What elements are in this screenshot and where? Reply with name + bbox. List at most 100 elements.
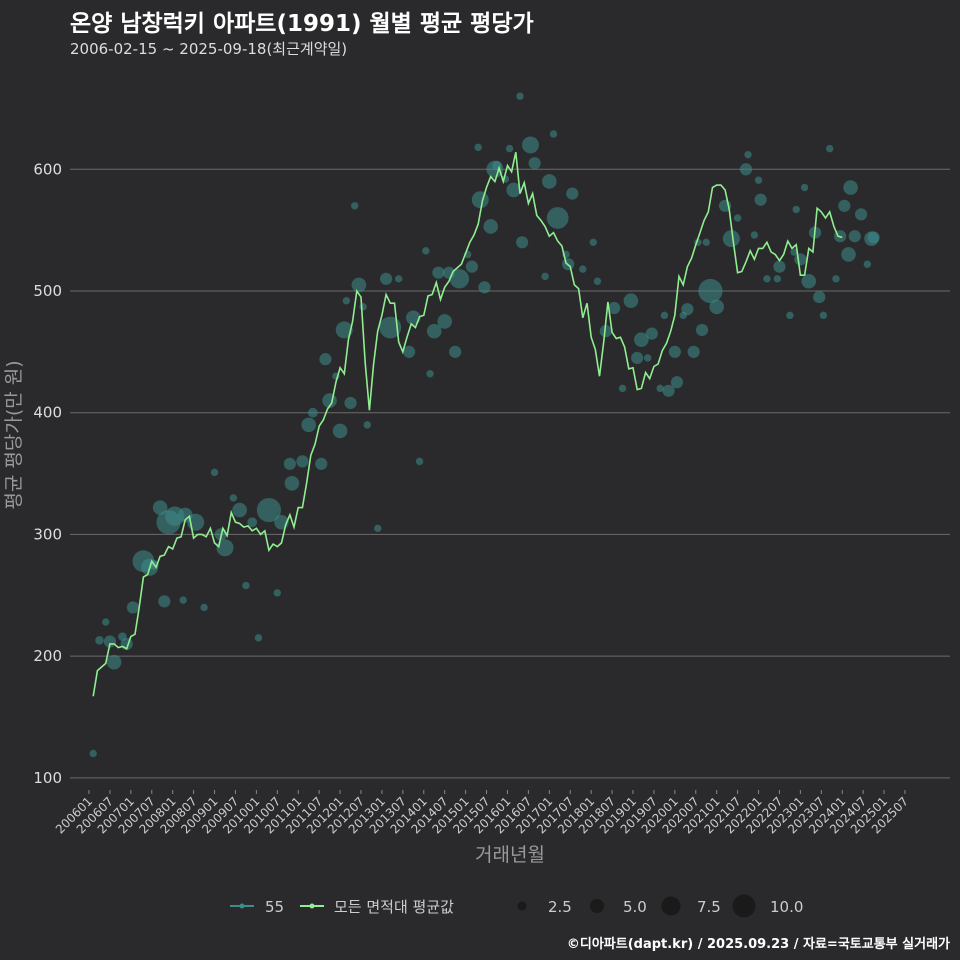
scatter-point [95, 635, 104, 645]
scatter-point [351, 277, 367, 293]
scatter-point [359, 303, 367, 311]
scatter-point [256, 497, 282, 523]
scatter-point [773, 275, 782, 283]
y-tick-label: 600 [33, 160, 62, 178]
scatter-point [474, 143, 482, 152]
legend-series-label: 55 [265, 898, 284, 916]
y-tick-label: 200 [33, 647, 62, 665]
scatter-point [867, 231, 880, 244]
scatter-point [492, 160, 502, 171]
scatter-point [722, 230, 740, 248]
scatter-point [623, 293, 639, 309]
legend-size-circle [517, 901, 527, 911]
scatter-point [478, 281, 491, 294]
scatter-point [579, 265, 587, 273]
scatter-point [750, 231, 759, 239]
scatter-point [229, 494, 238, 502]
scatter-point [687, 345, 700, 358]
scatter-point [800, 183, 809, 192]
scatter-point [335, 321, 353, 339]
scatter-point [813, 290, 826, 304]
x-axis-label: 거래년월 [475, 844, 545, 866]
scatter-point [733, 214, 742, 222]
scatter-point [200, 603, 208, 612]
scatter-point [516, 92, 524, 100]
scatter-point [695, 323, 709, 337]
scatter-point [854, 208, 868, 221]
scatter-point [541, 272, 549, 281]
scatter-point [242, 581, 250, 590]
scatter-point [792, 205, 800, 214]
scatter-point [528, 157, 541, 170]
scatter-point [380, 272, 393, 285]
scatter-point [426, 370, 434, 378]
scatter-point [319, 353, 332, 366]
scatter-point [825, 144, 834, 153]
legend-size-circle [732, 894, 756, 918]
scatter-point [505, 144, 514, 153]
scatter-point [344, 396, 357, 410]
scatter-point [483, 219, 499, 234]
legend-size-label: 2.5 [548, 898, 572, 916]
scatter-point [315, 457, 328, 470]
scatter-point [744, 150, 752, 159]
y-axis-label: 평균 평당가(만 원) [3, 360, 25, 509]
scatter-point [709, 299, 724, 315]
scatter-point [698, 278, 723, 304]
scatter-point [449, 345, 462, 358]
scatter-point [786, 311, 794, 320]
legend-line-dot [309, 903, 315, 909]
scatter-point [681, 303, 694, 316]
scatter-point [618, 384, 627, 393]
gridlines [70, 168, 950, 779]
scatter-point [660, 311, 669, 320]
scatter-point [832, 275, 840, 283]
scatter-point [763, 275, 771, 283]
scatter-point [794, 253, 807, 266]
y-tick-label: 400 [33, 404, 62, 422]
scatter-point [643, 354, 652, 362]
scatter-point [394, 275, 403, 283]
legend-size-label: 7.5 [697, 898, 721, 916]
scatter-point [662, 384, 675, 397]
scatter-point [307, 407, 318, 418]
scatter-point [838, 199, 851, 212]
scatter-point [542, 174, 557, 189]
legend-line-label: 모든 면적대 평균값 [334, 898, 454, 916]
scatter-point [516, 236, 529, 249]
scatter-point [158, 595, 171, 608]
y-tick-label: 100 [33, 769, 62, 787]
scatter-point [351, 202, 359, 210]
scatter-point [754, 176, 763, 184]
legend-size-label: 5.0 [623, 898, 647, 916]
scatter-point [126, 601, 140, 614]
y-axis-ticks: 100 200 300 400 500 600 [33, 160, 62, 787]
scatter-point [754, 193, 767, 206]
scatter-point [589, 238, 597, 247]
average-line-path [92, 152, 843, 697]
scatter-point [656, 384, 664, 393]
scatter-point [432, 266, 445, 279]
scatter-point [363, 421, 371, 429]
scatter-point [437, 314, 452, 329]
scatter-point [449, 269, 470, 289]
chart-subtitle: 2006-02-15 ~ 2025-09-18(최근계약일) [70, 40, 348, 58]
y-tick-label: 500 [33, 282, 62, 300]
scatter-point [426, 323, 442, 339]
scatter-point [702, 238, 710, 247]
average-line [92, 152, 843, 697]
scatter-point [631, 351, 644, 365]
scatter-point [863, 260, 872, 268]
scatter-point [283, 457, 296, 470]
scatter-point [549, 130, 558, 138]
scatter-point [415, 457, 424, 466]
scatter-point [634, 332, 649, 347]
scatter-point [465, 260, 478, 273]
legend-size-circle [661, 896, 681, 916]
legend-size-label: 10.0 [770, 898, 803, 916]
y-tick-label: 300 [33, 525, 62, 543]
legend: 55 모든 면적대 평균값 2.5 5.0 7.5 10.0 [230, 894, 803, 918]
scatter-point [296, 455, 309, 468]
scatter-point [645, 327, 658, 340]
